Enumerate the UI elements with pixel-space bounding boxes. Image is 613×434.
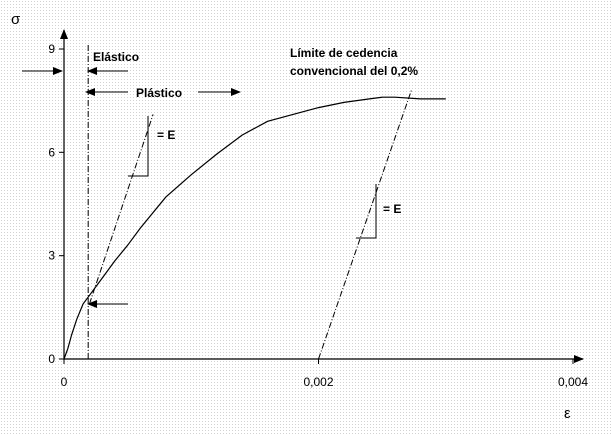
yield-label-line1: Límite de cedencia <box>290 46 398 60</box>
modulus-label-2: = E <box>383 202 401 216</box>
slope-triangle-2 <box>356 184 377 239</box>
slope-triangle-1 <box>128 116 149 177</box>
y-axis-ticks: 0 3 6 9 <box>48 42 64 366</box>
x-axis-title: ε <box>564 405 571 422</box>
y-tick-label: 9 <box>48 42 55 56</box>
elastic-label: Elástico <box>93 50 139 64</box>
offset-line-0-2-percent <box>318 90 412 360</box>
modulus-line-origin <box>88 114 154 305</box>
y-axis-title: σ <box>11 11 21 28</box>
plastic-label: Plástico <box>136 86 182 100</box>
modulus-label-1: = E <box>157 128 175 142</box>
y-tick-label: 3 <box>48 249 55 263</box>
yield-label-line2: convencional del 0,2% <box>290 64 418 78</box>
x-axis-ticks: 0 0,002 0,004 <box>61 359 588 389</box>
stress-strain-curve <box>63 96 446 360</box>
x-tick-label: 0 <box>61 375 68 389</box>
y-tick-label: 0 <box>48 352 55 366</box>
x-tick-label: 0,004 <box>558 375 588 389</box>
y-tick-label: 6 <box>48 145 55 159</box>
x-tick-label: 0,002 <box>303 375 333 389</box>
